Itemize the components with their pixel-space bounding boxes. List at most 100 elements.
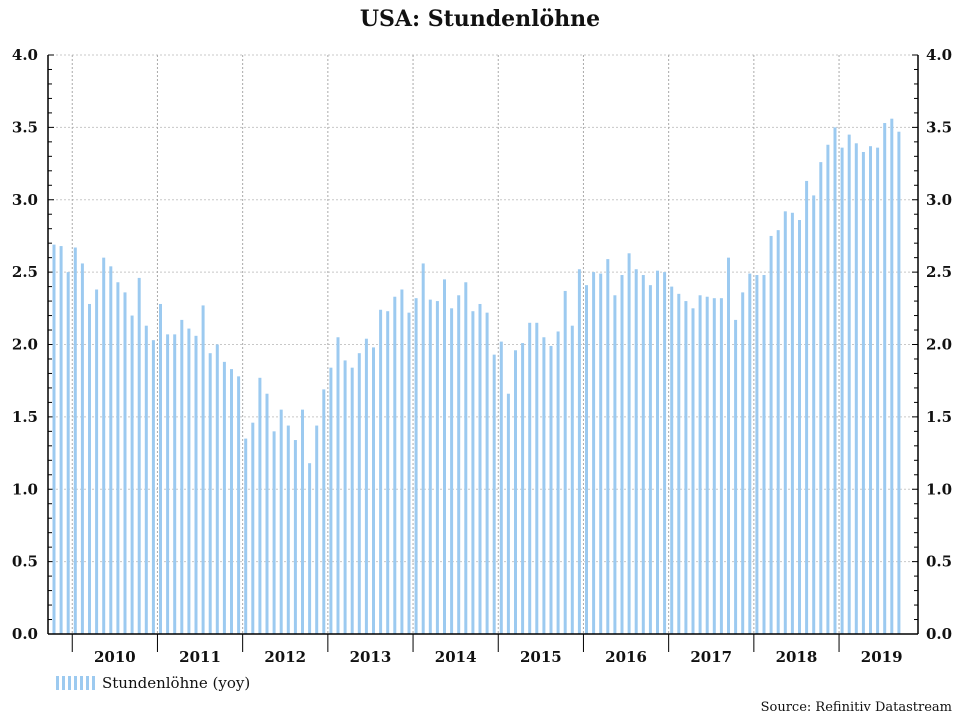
bar: [265, 393, 269, 634]
y-tick-label-right: 1.5: [926, 408, 952, 426]
y-tick-label-right: 1.0: [926, 480, 952, 498]
bar: [471, 311, 475, 634]
bar: [783, 211, 787, 634]
bar: [386, 311, 390, 634]
bar: [876, 147, 880, 634]
bar: [116, 282, 120, 634]
bar: [166, 334, 170, 634]
legend-swatch: [56, 676, 96, 690]
bar: [301, 409, 304, 634]
bar: [244, 438, 248, 634]
bar: [485, 312, 489, 634]
bar: [123, 292, 127, 634]
x-tick-label: 2013: [350, 648, 392, 666]
bar: [506, 393, 510, 634]
x-tick-label: 2017: [690, 648, 732, 666]
bar: [549, 345, 553, 634]
bar: [443, 279, 446, 634]
bar: [357, 353, 361, 634]
bar: [613, 295, 617, 634]
bar: [428, 299, 432, 634]
bar: [144, 325, 148, 634]
bar: [776, 230, 780, 634]
bar: [663, 272, 667, 634]
bar: [350, 367, 354, 634]
bar: [315, 425, 319, 634]
x-tick-label: 2018: [776, 648, 818, 666]
bar: [286, 425, 290, 634]
bar: [790, 212, 794, 634]
bar: [847, 134, 851, 635]
bar: [499, 341, 503, 634]
bar: [258, 377, 262, 634]
bar: [407, 312, 411, 634]
bar: [130, 315, 134, 634]
bar: [577, 269, 581, 634]
bar: [450, 308, 454, 634]
bar: [251, 422, 255, 634]
bar: [88, 303, 91, 634]
bar: [812, 195, 816, 634]
bar: [627, 253, 631, 634]
bar: [379, 309, 383, 634]
bar: [833, 127, 837, 634]
bar: [656, 270, 659, 634]
x-tick-label: 2014: [435, 648, 477, 666]
bar: [528, 322, 532, 634]
bar: [798, 220, 801, 634]
bar: [159, 303, 162, 634]
bar: [308, 463, 312, 634]
y-tick-label-right: 0.5: [926, 553, 952, 571]
bar: [826, 144, 830, 634]
legend-label: Stundenlöhne (yoy): [102, 674, 251, 692]
bar: [705, 296, 709, 634]
bar: [52, 244, 56, 634]
y-tick-label-right: 3.5: [926, 118, 952, 136]
bar: [585, 285, 588, 634]
bar: [719, 298, 723, 634]
bar: [194, 335, 198, 634]
bar: [592, 272, 596, 634]
bar: [137, 277, 141, 634]
bar: [400, 289, 404, 634]
y-tick-label-right: 0.0: [926, 625, 952, 643]
bar: [293, 440, 297, 634]
bar: [336, 337, 340, 634]
bar: [883, 123, 887, 634]
y-tick-label-left: 2.0: [12, 336, 38, 354]
y-tick-label-right: 3.0: [926, 191, 952, 209]
bar: [840, 147, 844, 634]
y-tick-label-right: 4.0: [926, 46, 952, 64]
bar: [457, 295, 461, 634]
bar: [805, 180, 809, 634]
bar: [187, 328, 191, 634]
bar: [542, 337, 546, 634]
bar: [80, 263, 84, 634]
bar: [109, 266, 113, 634]
bar: [556, 331, 560, 634]
bar: [727, 257, 730, 634]
bar: [684, 301, 688, 634]
bar: [698, 295, 702, 634]
x-tick-label: 2011: [179, 648, 221, 666]
x-tick-label: 2015: [520, 648, 562, 666]
bar: [279, 409, 283, 634]
bar: [414, 298, 418, 634]
bar: [514, 350, 517, 634]
bar: [634, 269, 638, 634]
bar: [521, 343, 525, 634]
bar: [712, 298, 716, 634]
bar: [230, 369, 233, 634]
bar: [95, 289, 99, 634]
y-tick-label-left: 3.0: [12, 191, 38, 209]
bar: [329, 367, 333, 634]
bar: [393, 296, 397, 634]
bar: [748, 273, 752, 634]
x-tick-label: 2012: [264, 648, 306, 666]
bar: [102, 257, 106, 634]
x-tick-label: 2010: [94, 648, 136, 666]
bar: [819, 162, 823, 635]
bar: [755, 275, 759, 634]
y-tick-label-left: 1.5: [12, 408, 38, 426]
